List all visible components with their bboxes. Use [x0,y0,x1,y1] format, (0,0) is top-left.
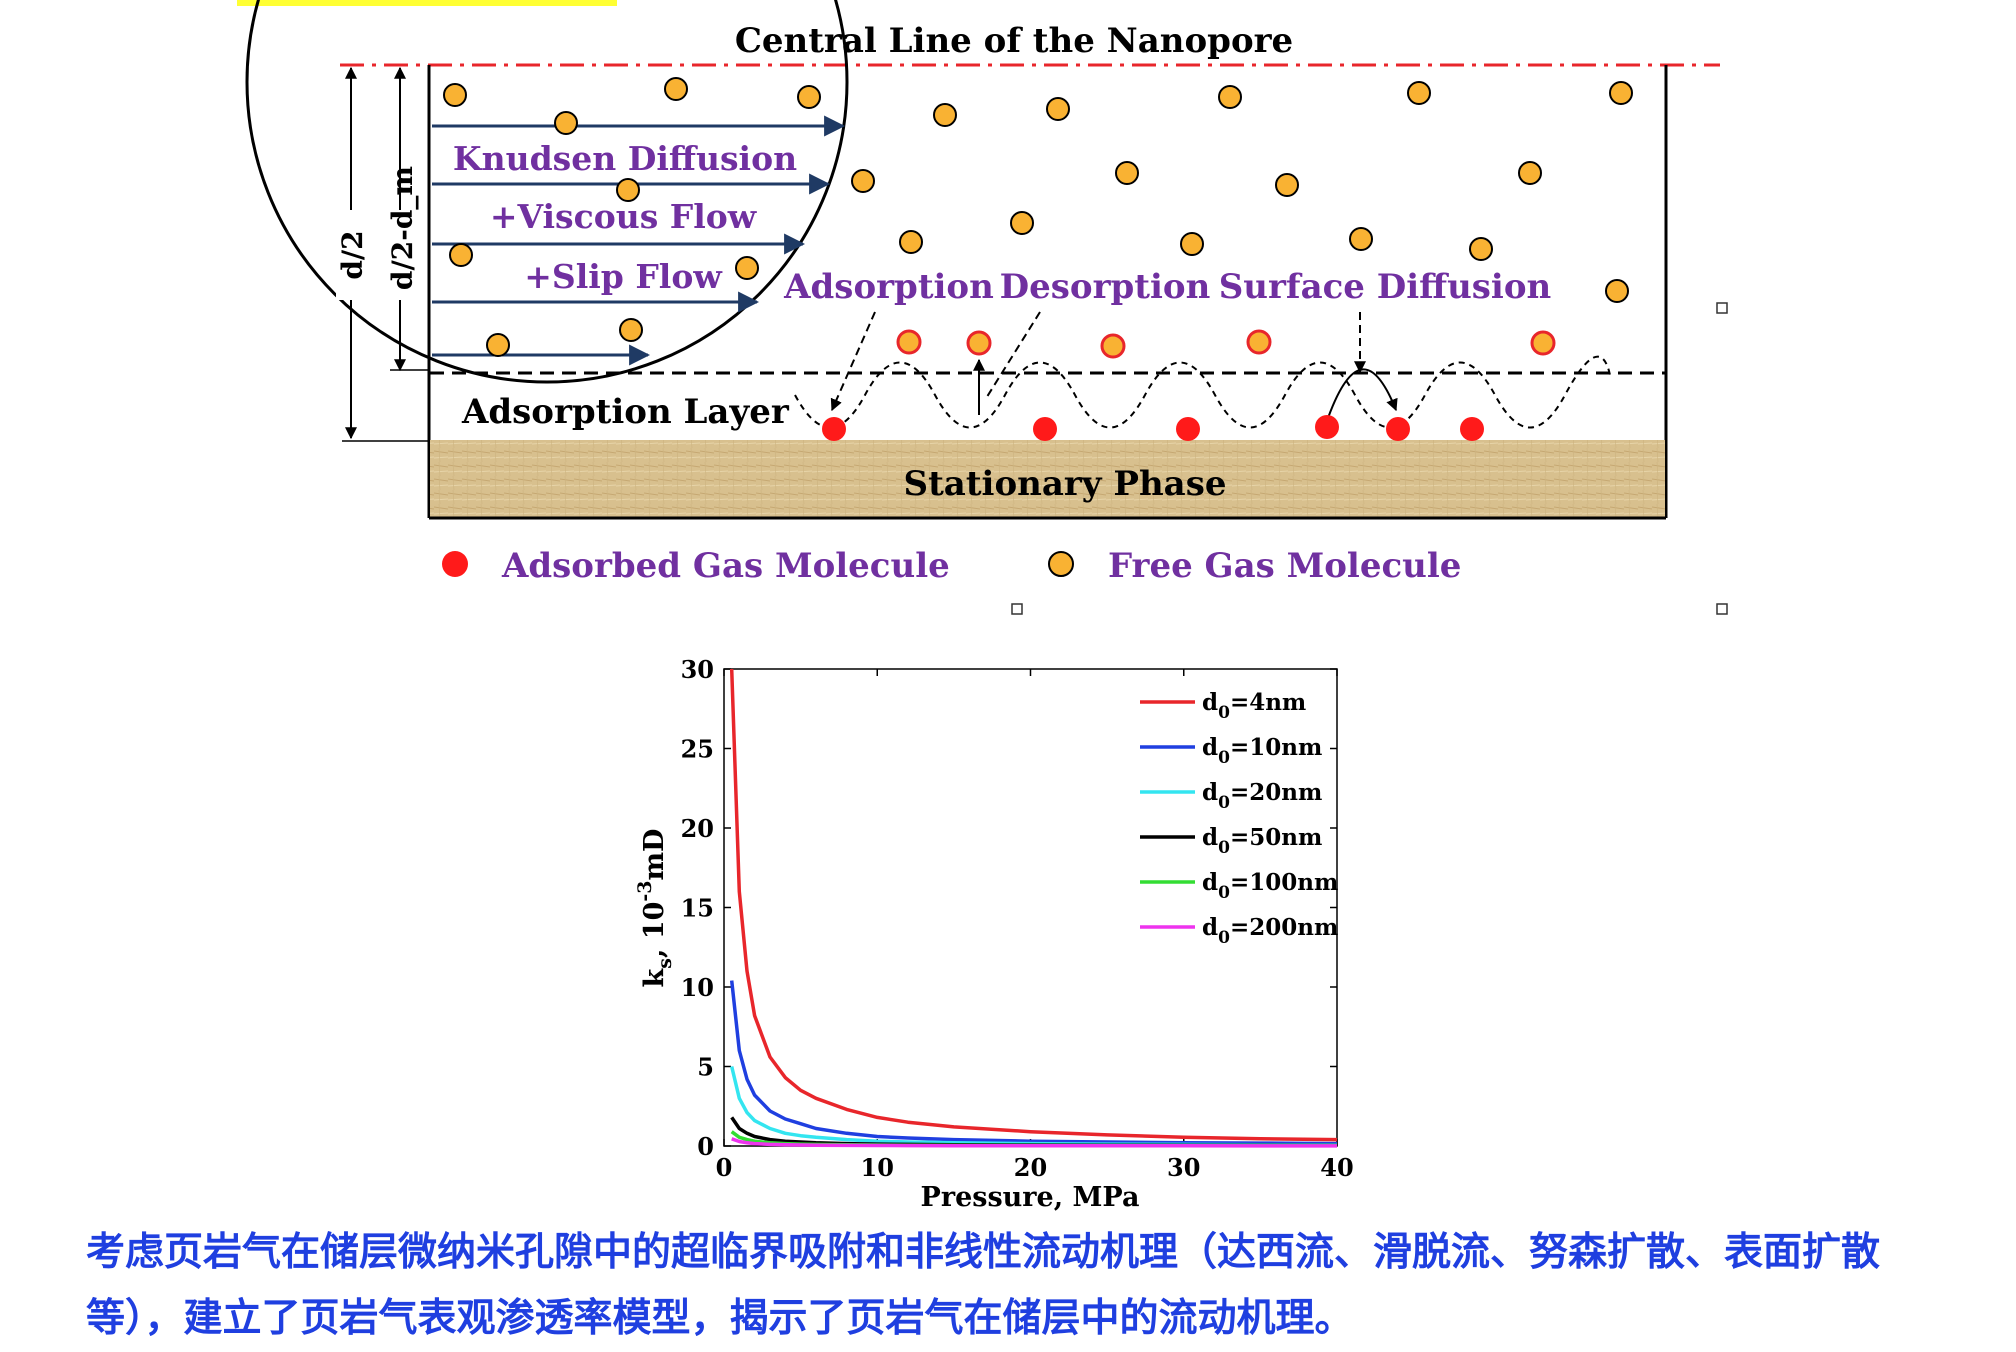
x-tick-label: 10 [861,1153,894,1182]
dimension-label-bg [336,210,416,300]
process-label-desorption: Desorption [1000,267,1211,307]
y-axis: 0 5 10 15 20 25 30 [681,655,1337,1161]
nanopore-diagram: Central Line of the Nanopore Stationary … [245,0,1728,615]
free-gas-molecule [554,111,578,135]
surface-potential-wave [794,355,1611,429]
y-tick-label: 15 [681,894,714,923]
flow-label-knudsen: Knudsen Diffusion [453,139,797,178]
free-gas-molecule [1609,81,1633,105]
near-wall-molecule [1530,330,1556,356]
legend-label: d0=4nm [1202,689,1306,723]
y-axis-label: ks, 10-3mD [634,829,676,988]
selection-handle[interactable] [1716,302,1728,314]
stationary-phase [430,440,1665,518]
legend-label: d0=200nm [1202,914,1338,948]
y-tick-label: 0 [697,1132,714,1161]
free-gas-molecule [1115,161,1139,185]
flow-inset-circle [245,0,849,384]
adsorption-arrow [830,311,876,412]
chart-legend: d0=4nm d0=10nm d0=20nm d0=50nm d0=100nm d0=20… [1140,689,1338,948]
x-tick-label: 20 [1014,1153,1047,1182]
adsorption-layer-label: Adsorption Layer [461,392,790,432]
free-gas-molecule [735,256,759,280]
selection-handle[interactable] [1716,603,1728,615]
legend-label: d0=20nm [1202,779,1322,813]
legend-adsorbed-marker [442,551,468,577]
y-tick-label: 5 [697,1053,714,1082]
legend-label: d0=50nm [1202,824,1322,858]
near-wall-molecules [896,329,1556,359]
highlight-bar [237,0,617,6]
adsorbed-gas-molecule [1386,417,1410,441]
x-axis-label: Pressure, MPa [921,1182,1140,1213]
y-tick-label: 20 [681,814,714,843]
selection-handle[interactable] [1011,603,1023,615]
flow-label-slip: +Slip Flow [524,257,723,296]
process-label-adsorption: Adsorption [783,267,994,307]
adsorbed-gas-molecules [822,415,1484,441]
x-tick-label: 0 [716,1153,733,1182]
free-gas-molecule [1010,211,1034,235]
dimension-label-d2: d/2 [336,230,369,279]
central-line-label: Central Line of the Nanopore [735,21,1293,61]
permeability-chart: 0 5 10 15 20 25 30 0 10 20 30 40 d0=4nm d0=10nm d0=2… [634,655,1354,1213]
series-lines [729,668,1338,1148]
legend-free-marker [1048,551,1074,577]
free-gas-molecule [1275,173,1299,197]
x-tick-label: 40 [1320,1153,1353,1182]
legend-free-label: Free Gas Molecule [1108,546,1461,586]
free-gas-molecule [933,103,957,127]
free-gas-molecule [851,169,875,193]
process-label-surface-diffusion: Surface Diffusion [1219,267,1552,307]
legend-adsorbed-label: Adsorbed Gas Molecule [501,546,950,586]
y-tick-label: 25 [681,735,714,764]
free-gas-molecule [1046,97,1070,121]
free-gas-molecule [1605,279,1629,303]
free-gas-molecule [616,178,640,202]
y-tick-label: 10 [681,973,714,1002]
stationary-phase-label: Stationary Phase [904,464,1227,504]
adsorbed-gas-molecule [1460,417,1484,441]
series-line-d0=4nm [729,668,1338,1142]
svg-text:ks, 10-3mD: ks, 10-3mD [634,829,676,988]
free-gas-molecule [443,83,467,107]
near-wall-molecule [1100,333,1126,359]
dimension-label-d2-dm: d/2-d_m [386,166,419,290]
series-line-d0=200nm [731,1137,1337,1148]
free-gas-molecule [1218,85,1242,109]
free-gas-molecules [443,77,1633,357]
adsorbed-gas-molecule [1315,415,1339,439]
surface-diffusion-hop-arrow [1327,368,1398,419]
free-gas-molecule [797,85,821,109]
free-gas-molecule [449,243,473,267]
free-gas-molecule [1518,161,1542,185]
free-gas-molecule [899,230,923,254]
desorption-arrow [984,311,1041,401]
free-gas-molecule [1349,227,1373,251]
free-gas-molecule [1469,237,1493,261]
near-wall-molecule [1246,329,1272,355]
near-wall-molecule [966,330,992,356]
free-gas-molecule [1180,232,1204,256]
near-wall-molecule [896,329,922,355]
adsorbed-gas-molecule [822,417,846,441]
x-tick-label: 30 [1167,1153,1200,1182]
caption-text: 考虑页岩气在储层微纳米孔隙中的超临界吸附和非线性流动机理（达西流、滑脱流、努森扩… [86,1230,1881,1341]
legend-label: d0=10nm [1202,734,1322,768]
series-line-d0=10nm [729,980,1338,1146]
free-gas-molecule [1407,81,1431,105]
free-gas-molecule [486,333,510,357]
flow-label-viscous: +Viscous Flow [490,197,758,236]
y-tick-label: 30 [681,655,714,684]
free-gas-molecule [619,318,643,342]
free-gas-molecule [664,77,688,101]
adsorbed-gas-molecule [1033,417,1057,441]
legend-label: d0=100nm [1202,869,1338,903]
adsorbed-gas-molecule [1176,417,1200,441]
